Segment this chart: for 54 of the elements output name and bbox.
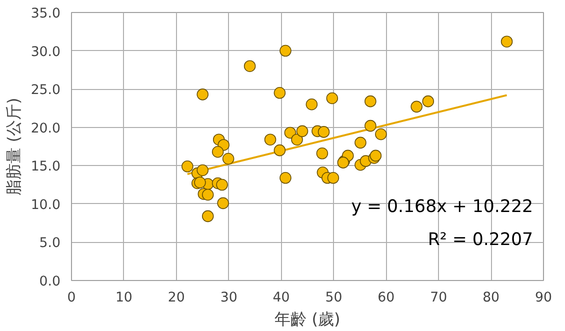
y-tick-label: 30.0: [30, 44, 61, 60]
point: [327, 172, 340, 184]
point: [291, 134, 303, 146]
y-tick-label: 15.0: [30, 160, 61, 175]
point: [354, 136, 366, 149]
point: [202, 210, 214, 222]
point: [244, 60, 256, 72]
x-tick-label: 80: [482, 290, 500, 306]
x-tick-label: 0: [67, 290, 76, 306]
point: [202, 188, 214, 201]
x-axis-title: 年齡 (歲): [274, 310, 340, 328]
annotation: y = 0.168x + 10.222: [351, 196, 534, 217]
x-tick-label: 40: [272, 290, 290, 306]
point: [422, 95, 434, 108]
point: [182, 160, 194, 172]
y-tick-label: 35.0: [30, 6, 61, 22]
point: [217, 197, 229, 210]
point: [274, 87, 286, 99]
point: [318, 126, 330, 138]
x-tick-label: 90: [535, 290, 552, 306]
y-axis-title: 脂肪量 (公斤): [4, 98, 23, 196]
point: [316, 148, 328, 160]
point: [216, 178, 228, 191]
point: [364, 95, 376, 108]
point: [194, 176, 206, 188]
point: [280, 172, 292, 184]
point: [196, 164, 209, 176]
x-tick-label: 70: [430, 290, 448, 306]
y-tick-label: 10.0: [30, 198, 61, 213]
point: [326, 92, 338, 104]
point: [196, 88, 209, 100]
x-tick-label: 30: [220, 290, 238, 306]
point: [280, 44, 292, 57]
point: [296, 125, 308, 138]
x-tick-label: 10: [115, 290, 132, 306]
point: [410, 100, 422, 113]
x-tick-label: 50: [325, 290, 342, 306]
point: [306, 98, 318, 110]
point: [370, 150, 382, 162]
annotation: R² = 0.2207: [428, 230, 534, 250]
point: [375, 128, 387, 140]
x-tick-label: 20: [168, 290, 185, 306]
point: [284, 126, 296, 139]
point: [222, 152, 234, 165]
point: [264, 134, 276, 146]
y-tick-label: 5.0: [39, 236, 61, 252]
point: [364, 120, 376, 132]
point: [212, 146, 224, 158]
point: [500, 36, 513, 48]
point: [274, 144, 286, 156]
y-tick-label: 0.0: [39, 274, 61, 290]
y-tick-label: 20.0: [30, 121, 61, 136]
x-tick-label: 60: [378, 290, 395, 306]
y-tick-label: 25.0: [30, 83, 61, 98]
